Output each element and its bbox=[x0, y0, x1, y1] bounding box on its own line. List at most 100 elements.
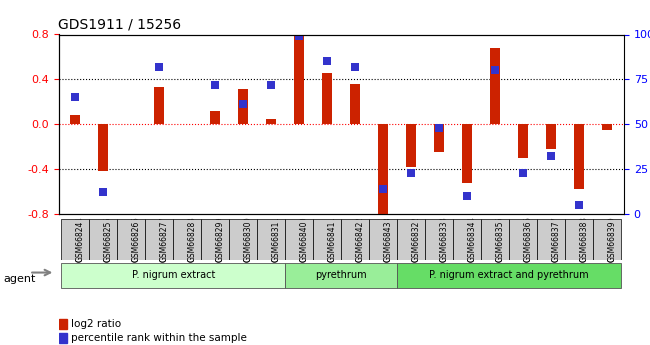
FancyBboxPatch shape bbox=[89, 219, 117, 260]
Point bbox=[490, 68, 501, 73]
Bar bbox=[462, 124, 472, 183]
Text: agent: agent bbox=[3, 275, 36, 284]
Text: GSM66833: GSM66833 bbox=[439, 221, 448, 262]
Point bbox=[154, 64, 164, 70]
Point bbox=[322, 59, 332, 64]
Bar bbox=[239, 89, 248, 124]
FancyBboxPatch shape bbox=[146, 219, 174, 260]
FancyBboxPatch shape bbox=[369, 219, 397, 260]
FancyBboxPatch shape bbox=[481, 219, 509, 260]
Bar bbox=[58, 333, 67, 344]
Text: GSM66828: GSM66828 bbox=[187, 216, 196, 262]
Text: log2 ratio: log2 ratio bbox=[71, 319, 121, 329]
Bar bbox=[546, 124, 556, 149]
Text: GSM66830: GSM66830 bbox=[243, 216, 252, 262]
FancyBboxPatch shape bbox=[285, 263, 397, 288]
Text: GSM66829: GSM66829 bbox=[215, 216, 224, 262]
Text: GSM66833: GSM66833 bbox=[439, 216, 448, 262]
Text: GSM66832: GSM66832 bbox=[411, 221, 421, 262]
FancyBboxPatch shape bbox=[174, 219, 202, 260]
Point bbox=[238, 102, 248, 107]
Point bbox=[378, 186, 389, 191]
Bar bbox=[434, 124, 444, 152]
FancyBboxPatch shape bbox=[313, 219, 341, 260]
Point bbox=[546, 154, 556, 159]
Text: GSM66834: GSM66834 bbox=[467, 216, 476, 262]
Bar bbox=[294, 34, 304, 124]
Text: GSM66836: GSM66836 bbox=[523, 216, 532, 262]
Text: GSM66836: GSM66836 bbox=[523, 221, 532, 262]
Text: GSM66840: GSM66840 bbox=[299, 221, 308, 262]
Point bbox=[350, 64, 361, 70]
FancyBboxPatch shape bbox=[537, 219, 566, 260]
Text: GSM66837: GSM66837 bbox=[551, 216, 560, 262]
FancyBboxPatch shape bbox=[566, 219, 593, 260]
Text: GSM66826: GSM66826 bbox=[131, 216, 140, 262]
Bar bbox=[490, 48, 500, 124]
Text: GSM66827: GSM66827 bbox=[159, 216, 168, 262]
Point bbox=[98, 190, 109, 195]
Bar bbox=[155, 87, 164, 124]
Text: GSM66841: GSM66841 bbox=[327, 221, 336, 262]
Bar bbox=[70, 115, 80, 124]
Text: GSM66824: GSM66824 bbox=[75, 221, 84, 262]
Text: GSM66826: GSM66826 bbox=[131, 221, 140, 262]
Text: GSM66829: GSM66829 bbox=[215, 221, 224, 262]
Point bbox=[434, 125, 445, 130]
Bar bbox=[518, 124, 528, 158]
Text: GSM66843: GSM66843 bbox=[384, 221, 392, 262]
Text: GSM66830: GSM66830 bbox=[243, 221, 252, 262]
Point bbox=[70, 95, 81, 100]
FancyBboxPatch shape bbox=[425, 219, 453, 260]
FancyBboxPatch shape bbox=[117, 219, 146, 260]
Point bbox=[518, 170, 528, 175]
Text: GSM66832: GSM66832 bbox=[411, 216, 421, 262]
Point bbox=[462, 193, 473, 199]
Bar bbox=[58, 319, 67, 329]
Text: GSM66835: GSM66835 bbox=[495, 216, 504, 262]
Text: percentile rank within the sample: percentile rank within the sample bbox=[71, 333, 247, 343]
Text: GSM66840: GSM66840 bbox=[299, 216, 308, 262]
Text: P. nigrum extract and pyrethrum: P. nigrum extract and pyrethrum bbox=[430, 270, 589, 280]
Text: GSM66838: GSM66838 bbox=[579, 216, 588, 262]
Point bbox=[210, 82, 220, 88]
FancyBboxPatch shape bbox=[257, 219, 285, 260]
FancyBboxPatch shape bbox=[593, 219, 621, 260]
FancyBboxPatch shape bbox=[453, 219, 481, 260]
Text: P. nigrum extract: P. nigrum extract bbox=[131, 270, 215, 280]
Text: GSM66837: GSM66837 bbox=[551, 221, 560, 262]
Text: GSM66825: GSM66825 bbox=[103, 221, 112, 262]
Bar bbox=[350, 84, 360, 124]
Point bbox=[406, 170, 417, 175]
Text: GSM66828: GSM66828 bbox=[187, 221, 196, 262]
Point bbox=[294, 33, 304, 39]
Text: GSM66831: GSM66831 bbox=[271, 216, 280, 262]
Point bbox=[266, 82, 276, 88]
FancyBboxPatch shape bbox=[229, 219, 257, 260]
FancyBboxPatch shape bbox=[341, 219, 369, 260]
Text: GSM66842: GSM66842 bbox=[356, 216, 364, 262]
Text: GSM66825: GSM66825 bbox=[103, 216, 112, 262]
FancyBboxPatch shape bbox=[509, 219, 537, 260]
Text: GSM66839: GSM66839 bbox=[607, 221, 616, 262]
Text: GSM66842: GSM66842 bbox=[356, 221, 364, 262]
Bar bbox=[378, 124, 388, 216]
Point bbox=[574, 202, 584, 208]
Bar bbox=[575, 124, 584, 189]
Text: GSM66831: GSM66831 bbox=[271, 221, 280, 262]
Text: GSM66843: GSM66843 bbox=[384, 216, 392, 262]
Bar bbox=[211, 111, 220, 124]
FancyBboxPatch shape bbox=[202, 219, 229, 260]
FancyBboxPatch shape bbox=[397, 263, 621, 288]
Text: GSM66839: GSM66839 bbox=[607, 216, 616, 262]
Bar bbox=[266, 119, 276, 124]
Text: GSM66835: GSM66835 bbox=[495, 221, 504, 262]
Text: GSM66824: GSM66824 bbox=[75, 216, 84, 262]
Text: pyrethrum: pyrethrum bbox=[315, 270, 367, 280]
Text: GDS1911 / 15256: GDS1911 / 15256 bbox=[58, 18, 181, 32]
Bar bbox=[603, 124, 612, 130]
Bar bbox=[406, 124, 416, 167]
Text: GSM66841: GSM66841 bbox=[327, 216, 336, 262]
Text: GSM66834: GSM66834 bbox=[467, 221, 476, 262]
FancyBboxPatch shape bbox=[397, 219, 425, 260]
